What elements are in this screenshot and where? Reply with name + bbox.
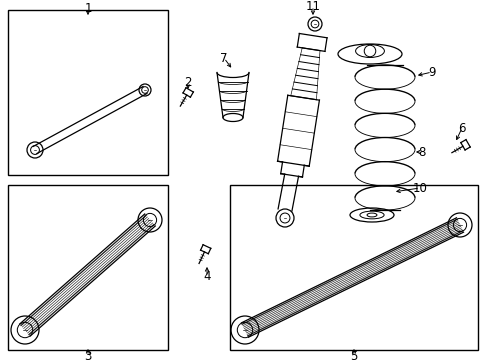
Text: 5: 5: [349, 350, 357, 360]
Text: 8: 8: [417, 145, 425, 158]
Bar: [8, 10, 168, 175]
Text: 2: 2: [184, 76, 191, 89]
Text: 6: 6: [457, 122, 465, 135]
Text: 10: 10: [412, 181, 427, 194]
Bar: [8, 185, 168, 350]
Text: 1: 1: [84, 1, 92, 14]
Bar: [229, 185, 477, 350]
Text: 11: 11: [305, 0, 320, 13]
Text: 3: 3: [84, 350, 92, 360]
Text: 4: 4: [203, 270, 210, 284]
Text: 9: 9: [427, 66, 435, 78]
Text: 7: 7: [220, 51, 227, 64]
